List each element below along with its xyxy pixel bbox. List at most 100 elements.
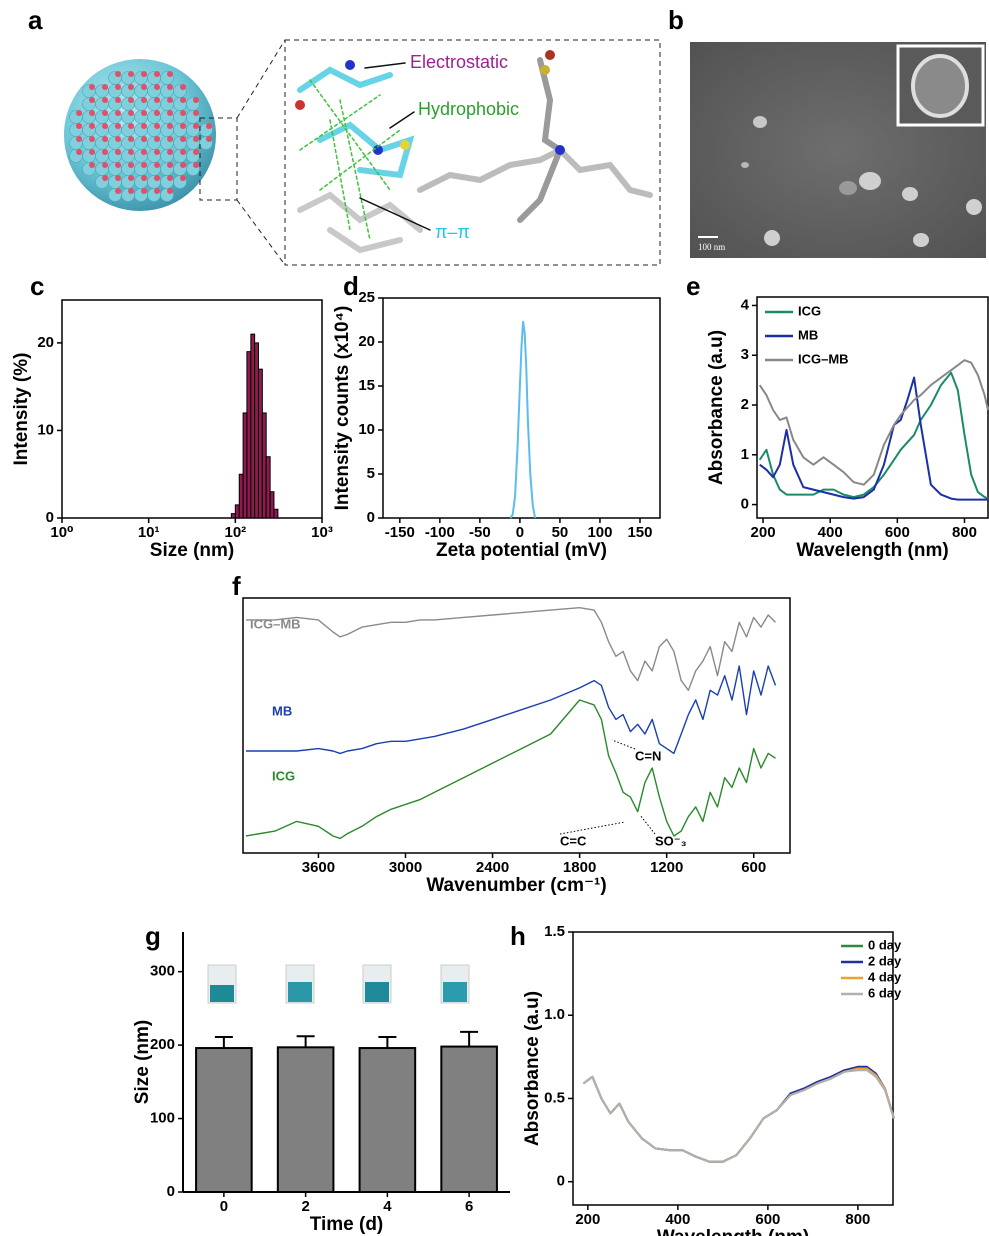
y-tick-label: 15 — [358, 377, 375, 394]
shell-dot — [102, 97, 108, 103]
histogram-bar — [265, 456, 271, 519]
panel-letter: f — [232, 571, 241, 601]
x-tick-label: 2400 — [476, 859, 509, 876]
y-tick-label: 5 — [367, 465, 375, 482]
y-tick-label: 2 — [741, 396, 749, 413]
error-bar — [378, 1036, 397, 1049]
shell-dot — [193, 136, 199, 142]
y-axis-label: Intensity counts (x10⁴) — [332, 306, 353, 511]
trace-label: MB — [272, 703, 292, 718]
shell-dot — [102, 149, 108, 155]
shell-dot — [154, 123, 160, 129]
scale-bar-label: 100 nm — [698, 242, 725, 252]
x-tick-label: 800 — [952, 524, 977, 541]
x-axis-label: Wavenumber (cm⁻¹) — [426, 875, 606, 896]
shell-dot — [167, 71, 173, 77]
x-tick-label: 1200 — [650, 859, 683, 876]
shell-dot — [89, 136, 95, 142]
shell-dot — [115, 71, 121, 77]
legend-label: 0 day — [868, 937, 902, 952]
shell-dot — [89, 162, 95, 168]
shell-dot — [180, 175, 186, 181]
shell-dot — [154, 136, 160, 142]
x-tick-label: 0 — [516, 524, 524, 541]
shell-dot — [115, 149, 121, 155]
x-tick-label: 50 — [552, 524, 569, 541]
shell-dot — [193, 149, 199, 155]
y-tick-label: 20 — [358, 333, 375, 350]
shell-dot — [180, 123, 186, 129]
annotation: C=N — [635, 748, 661, 763]
y-tick-label: 10 — [37, 421, 54, 438]
annotation: C=C — [560, 833, 587, 848]
y-tick-label: 0 — [741, 496, 749, 513]
histogram-bar — [230, 513, 236, 519]
shell-dot — [180, 84, 186, 90]
x-tick-label: 150 — [627, 524, 652, 541]
y-tick-label: 1.5 — [544, 923, 565, 940]
panel-letter: a — [28, 5, 43, 35]
data-line — [245, 699, 776, 840]
panel-letter: c — [30, 271, 44, 301]
legend-label: ICG–MB — [798, 351, 849, 366]
bar — [276, 1046, 335, 1194]
shell-dot — [180, 97, 186, 103]
shell-dot — [141, 175, 147, 181]
y-tick-label: 10 — [358, 421, 375, 438]
histogram-bar — [242, 412, 248, 519]
zoom-box — [199, 117, 238, 201]
y-tick-label: 1 — [741, 446, 749, 463]
y-tick-label: 0 — [557, 1173, 565, 1190]
shell-dot — [167, 149, 173, 155]
shell-dot — [193, 162, 199, 168]
y-axis-label: Intensity (%) — [11, 353, 32, 466]
shell-dot — [154, 110, 160, 116]
trace-label: ICG — [272, 768, 295, 783]
annotation-pointer — [559, 821, 626, 835]
shell-dot — [154, 97, 160, 103]
x-tick-label: 800 — [845, 1211, 870, 1228]
y-tick-label: 300 — [150, 963, 175, 980]
y-tick-label: 4 — [741, 296, 750, 313]
legend-label: 6 day — [868, 985, 902, 1000]
shell-dot — [115, 175, 121, 181]
shell-dot — [102, 110, 108, 116]
shell-dot — [180, 162, 186, 168]
shell-dot — [128, 162, 134, 168]
nanoparticle-illustration — [64, 59, 216, 211]
x-tick-label: 600 — [885, 524, 910, 541]
data-line — [582, 1069, 895, 1163]
data-line — [509, 320, 537, 519]
x-tick-label: 10³ — [311, 524, 333, 541]
shell-dot — [76, 123, 82, 129]
x-tick-label: 400 — [818, 524, 843, 541]
x-tick-label: -50 — [469, 524, 491, 541]
shell-dot — [206, 136, 212, 142]
shell-dot — [141, 123, 147, 129]
y-tick-label: 0 — [167, 1183, 175, 1200]
shell-dot — [76, 110, 82, 116]
y-axis-label: Absorbance (a.u) — [706, 330, 727, 485]
shell-dot — [167, 97, 173, 103]
shell-dot — [89, 149, 95, 155]
plot-frame — [382, 297, 661, 519]
shell-dot — [102, 175, 108, 181]
shell-dot — [128, 175, 134, 181]
shell-dot — [128, 136, 134, 142]
shell-dot — [167, 136, 173, 142]
zoom-panel — [284, 39, 661, 266]
y-tick-label: 0.5 — [544, 1089, 565, 1106]
shell-dot — [115, 110, 121, 116]
shell-dot — [141, 188, 147, 194]
shell-dot — [154, 71, 160, 77]
bar — [358, 1047, 417, 1193]
data-line — [582, 1067, 895, 1163]
annotation: Electrostatic — [410, 52, 508, 72]
plot-frame — [61, 299, 323, 519]
shell-dot — [128, 110, 134, 116]
data-line — [582, 1067, 895, 1163]
shell-dot — [115, 84, 121, 90]
shell-dot — [193, 97, 199, 103]
y-tick-label: 3 — [741, 346, 749, 363]
x-tick-label: 2 — [301, 1198, 309, 1215]
